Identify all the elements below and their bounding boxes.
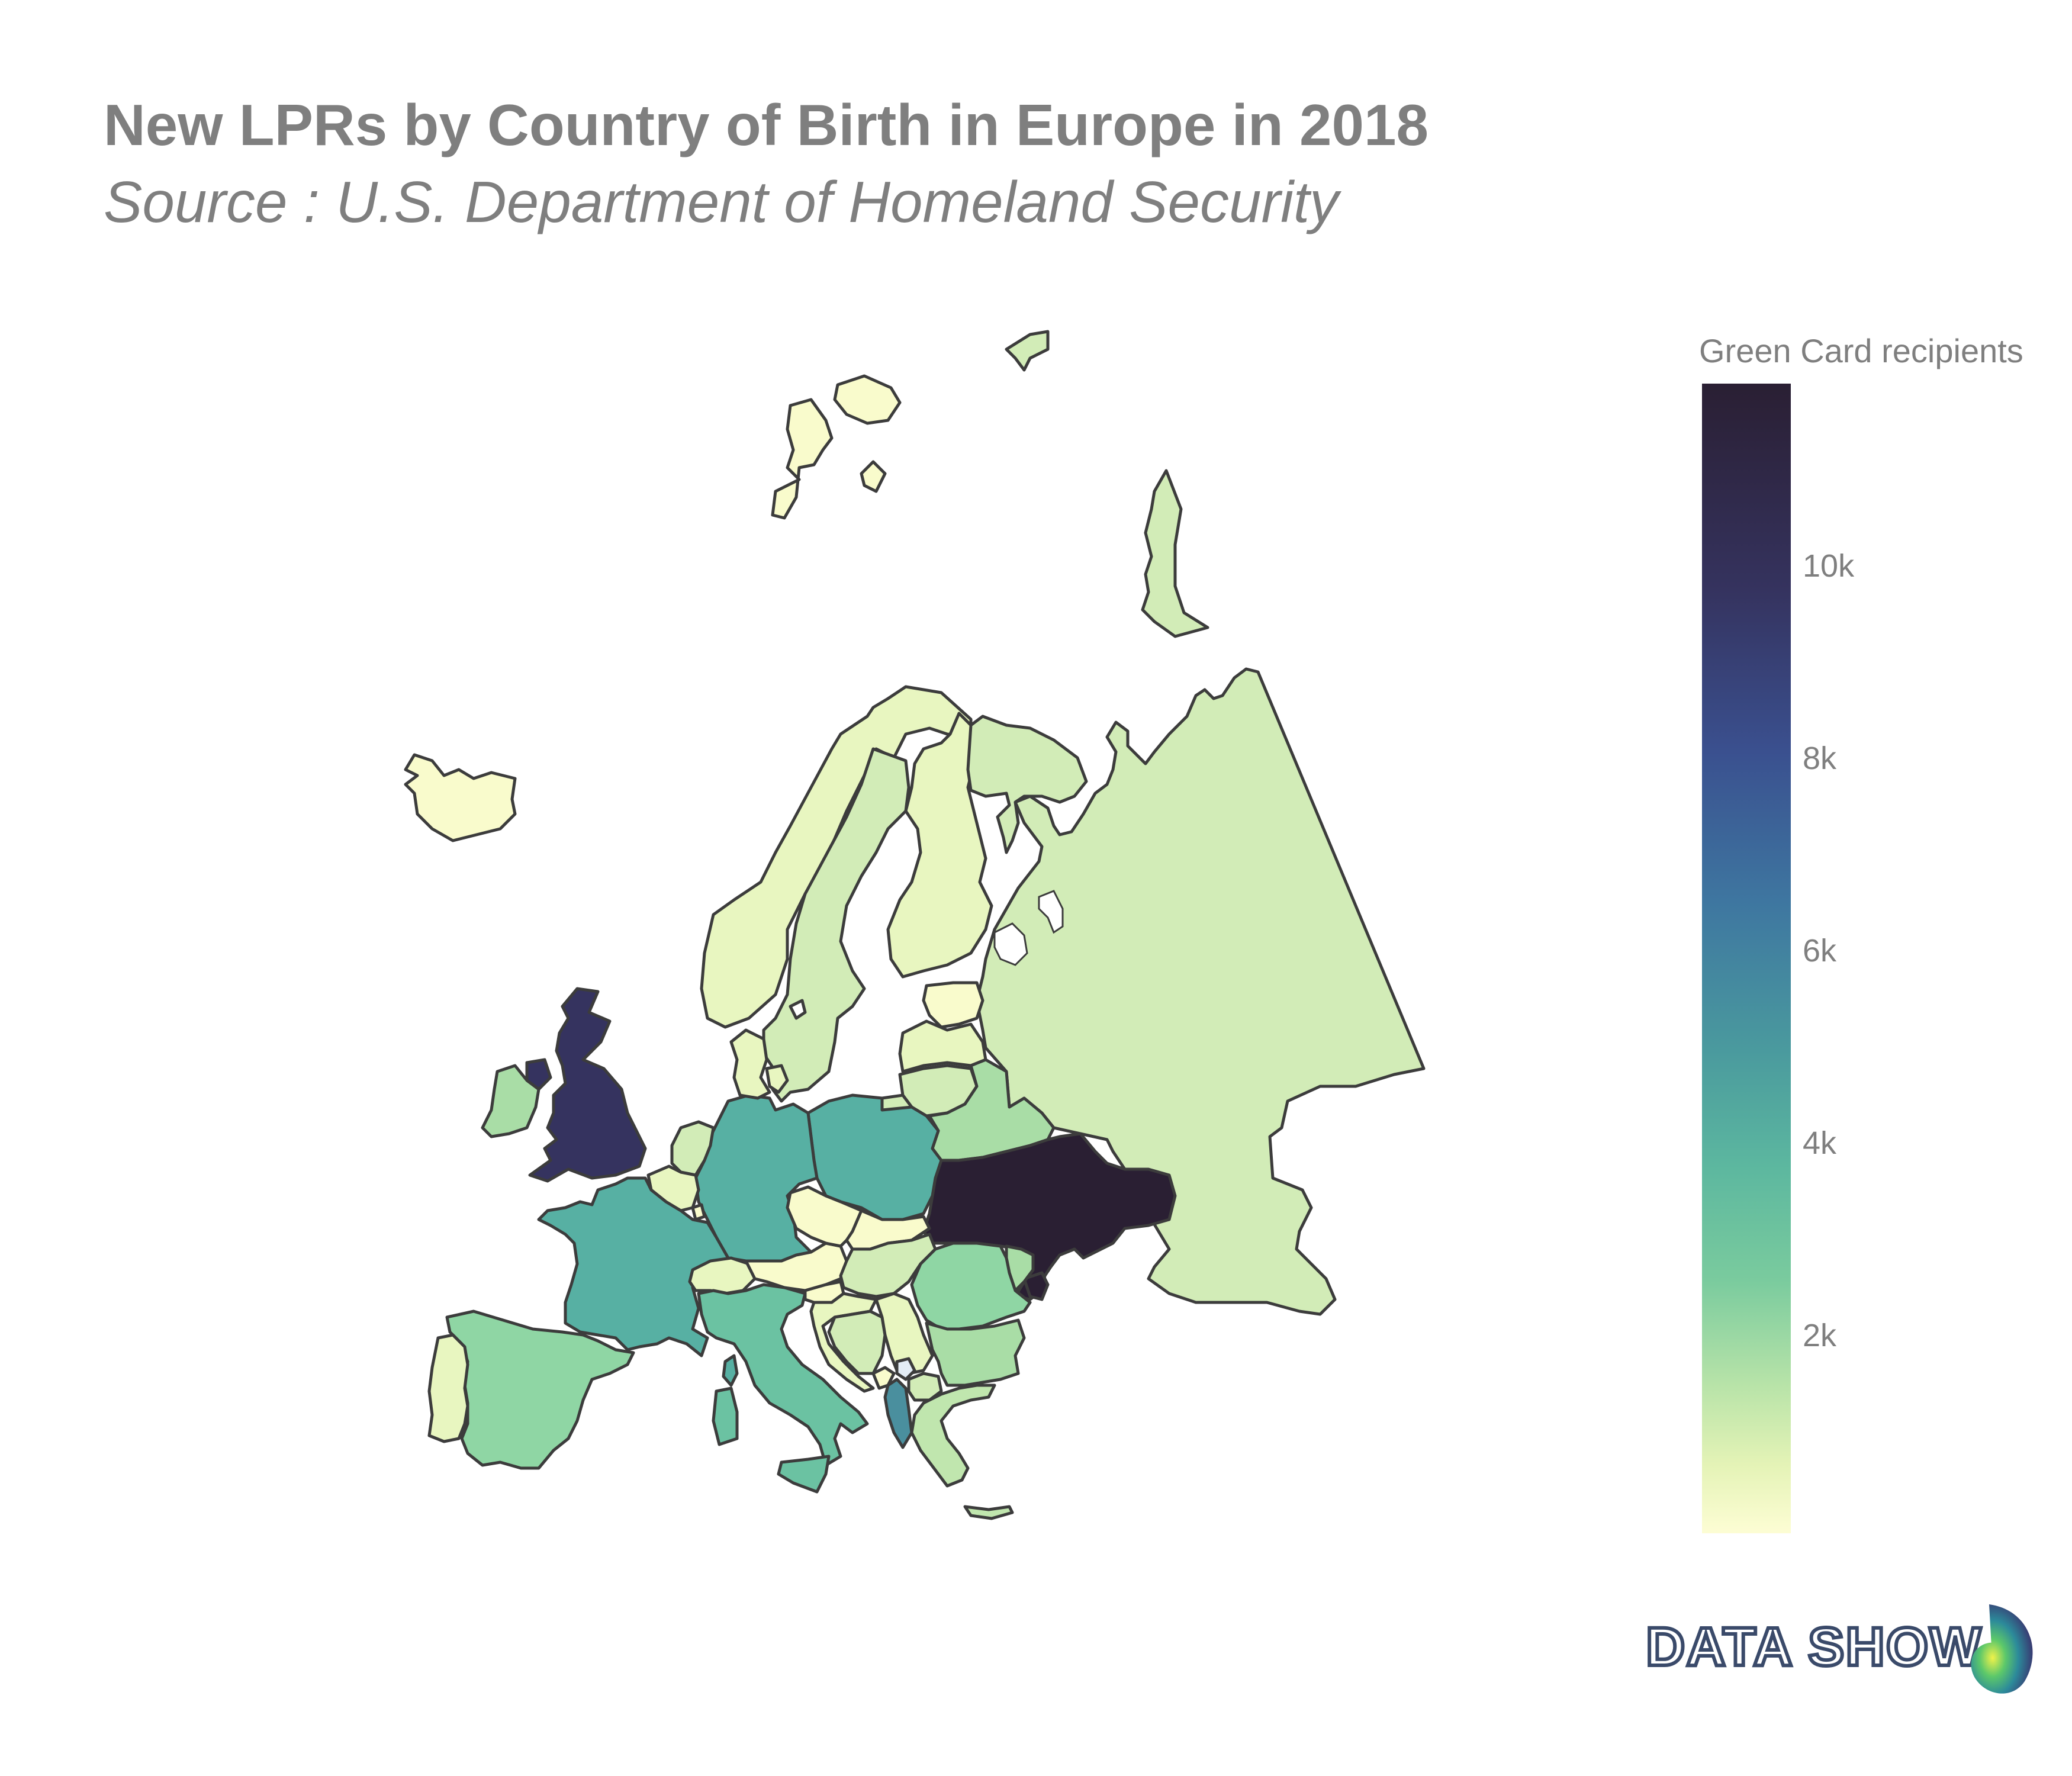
- lake-onega: [1038, 890, 1064, 934]
- colorbar: [1702, 384, 1791, 1533]
- lake-ladoga: [993, 922, 1028, 966]
- region-russia-kola[interactable]: [966, 715, 1088, 854]
- colorbar-tick-8k: 8k: [1803, 741, 1837, 776]
- region-luxembourg[interactable]: [691, 1203, 706, 1221]
- region-france[interactable]: [537, 1176, 730, 1357]
- region-portugal[interactable]: [427, 1333, 469, 1443]
- region-poland[interactable]: [806, 1093, 943, 1221]
- brand-text: DATA SHOW: [1644, 1615, 1983, 1679]
- region-italy-sicily[interactable]: [777, 1455, 831, 1494]
- region-serbia[interactable]: [874, 1292, 934, 1375]
- region-svalbard[interactable]: [771, 398, 834, 520]
- region-italy-sardinia[interactable]: [712, 1386, 739, 1446]
- region-greece[interactable]: [910, 1384, 996, 1488]
- region-iceland[interactable]: [404, 753, 517, 842]
- region-novaya-zemlya[interactable]: [1141, 469, 1209, 638]
- region-ireland[interactable]: [481, 1064, 540, 1138]
- region-franz-josef-land[interactable]: [1005, 330, 1050, 372]
- region-ukraine-crimea[interactable]: [1022, 1271, 1050, 1301]
- chart-subtitle: Source : U.S. Department of Homeland Sec…: [104, 169, 1339, 234]
- region-svalbard-north[interactable]: [833, 374, 902, 425]
- colorbar-tick-10k: 10k: [1803, 548, 1855, 584]
- colorbar-tick-2k: 2k: [1803, 1318, 1837, 1353]
- region-united-kingdom[interactable]: [528, 987, 647, 1183]
- legend-title: Green Card recipients: [1699, 332, 2023, 369]
- region-romania[interactable]: [910, 1241, 1032, 1331]
- region-greece-crete[interactable]: [963, 1505, 1014, 1520]
- region-estonia[interactable]: [922, 981, 984, 1029]
- region-bosnia-and-herzegovina[interactable]: [827, 1310, 887, 1375]
- region-italy[interactable]: [697, 1283, 869, 1467]
- region-gotland[interactable]: [789, 999, 807, 1020]
- region-denmark-zealand[interactable]: [765, 1064, 789, 1094]
- region-croatia[interactable]: [809, 1292, 878, 1393]
- region-bulgaria[interactable]: [925, 1318, 1026, 1387]
- region-albania[interactable]: [883, 1378, 913, 1449]
- chart-title: New LPRs by Country of Birth in Europe i…: [104, 92, 1428, 157]
- colorbar-tick-4k: 4k: [1803, 1125, 1837, 1161]
- region-finland[interactable]: [886, 712, 993, 979]
- region-netherlands[interactable]: [670, 1120, 715, 1177]
- region-svalbard-east[interactable]: [860, 460, 887, 493]
- region-denmark[interactable]: [729, 1028, 771, 1100]
- region-united-kingdom-northern-ireland[interactable]: [525, 1058, 552, 1091]
- region-kosovo[interactable]: [895, 1357, 916, 1381]
- brand-swirl-icon: [1971, 1604, 2033, 1694]
- region-france-corsica[interactable]: [722, 1354, 739, 1387]
- colorbar-tick-6k: 6k: [1803, 933, 1837, 969]
